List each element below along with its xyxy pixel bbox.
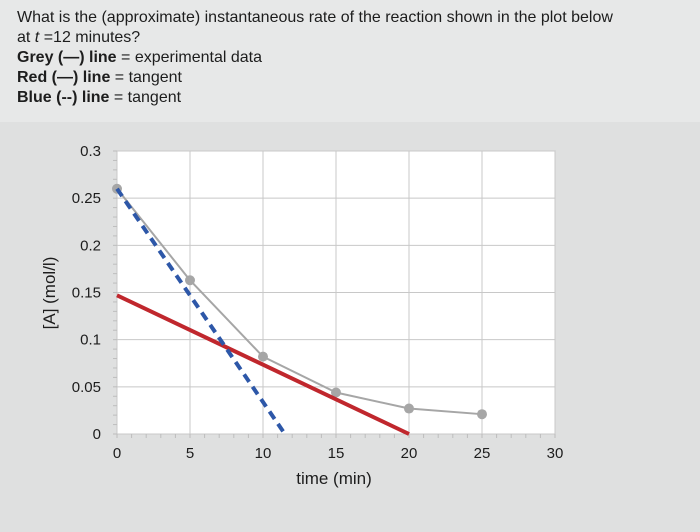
question-text: What is the (approximate) instantaneous … <box>17 8 687 108</box>
legend-grey-desc: = experimental data <box>116 49 262 66</box>
tangent-line-2 <box>115 187 287 436</box>
question-time-variable: t <box>34 29 40 46</box>
y-tick-label: 0.05 <box>72 379 101 396</box>
data-series <box>112 183 487 436</box>
y-tick-label: 0.2 <box>80 237 101 254</box>
x-tick-label: 10 <box>255 445 272 462</box>
legend-line-grey: Grey (—) line = experimental data <box>17 48 687 68</box>
legend-blue-desc: = tangent <box>109 89 182 106</box>
y-tick-label: 0 <box>93 426 101 443</box>
legend-line-blue: Blue (--) line = tangent <box>17 88 687 108</box>
tangent-line-1 <box>116 293 410 436</box>
y-tick-label: 0.25 <box>72 190 101 207</box>
x-tick-label: 30 <box>547 445 564 462</box>
legend-blue-label: Blue (--) line <box>17 89 110 106</box>
x-tick-label: 25 <box>474 445 491 462</box>
x-axis-label: time (min) <box>296 469 372 488</box>
tick-labels: 0 0.05 0.1 0.15 0.2 0.25 0.3 0 5 10 15 20 25 30 <box>72 143 564 462</box>
experimental-data-point <box>477 409 487 420</box>
x-tick-label: 5 <box>186 445 194 462</box>
legend-red-desc: = tangent <box>110 69 182 86</box>
question-line-1: What is the (approximate) instantaneous … <box>17 9 613 26</box>
y-tick-label: 0.15 <box>72 285 101 302</box>
y-tick-label: 0.3 <box>80 143 101 160</box>
experimental-line-0 <box>116 188 483 416</box>
legend-red-label: Red (—) line <box>17 69 111 86</box>
x-tick-label: 15 <box>328 445 345 462</box>
question-line-2-prefix: at <box>17 29 35 46</box>
legend-grey-label: Grey (—) line <box>17 49 117 66</box>
experimental-data-point <box>404 403 414 414</box>
experimental-data-point <box>331 387 341 398</box>
experimental-data-point <box>185 275 195 286</box>
gridlines <box>113 150 556 438</box>
question-line-2-suffix: =12 minutes? <box>39 29 141 46</box>
x-tick-label: 0 <box>113 445 121 462</box>
y-axis-label: [A] (mol/l) <box>40 257 59 330</box>
legend-line-red: Red (—) line = tangent <box>17 68 687 88</box>
experimental-data-point <box>258 351 268 362</box>
y-tick-label: 0.1 <box>80 332 101 349</box>
question-line-2: at t =12 minutes? <box>17 28 687 48</box>
x-tick-label: 20 <box>401 445 418 462</box>
